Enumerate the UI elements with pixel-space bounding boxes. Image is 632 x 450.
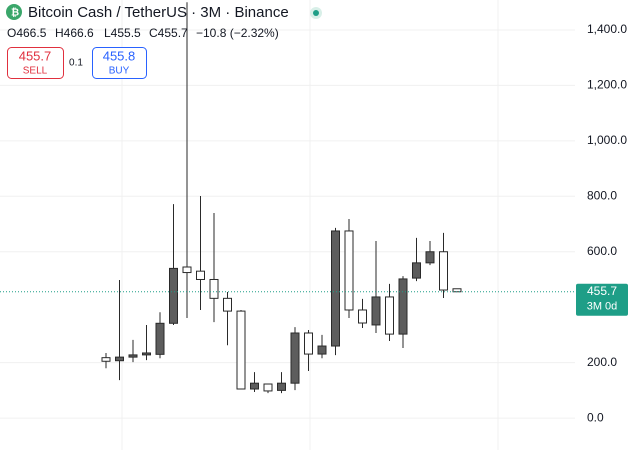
ohlc-value: H466.6 — [55, 26, 94, 40]
candle-body — [439, 251, 448, 291]
y-tick-label: 1,400.0 — [587, 22, 627, 36]
last-price-label: 455.7 — [587, 284, 617, 298]
candle-body — [277, 382, 286, 391]
y-tick-label: 0.0 — [587, 410, 604, 424]
candle-body — [304, 332, 313, 355]
spread: 0.1 — [69, 58, 83, 69]
sell-button[interactable] — [7, 47, 64, 79]
candle-body — [196, 270, 205, 280]
candle-body — [385, 296, 394, 335]
ohlc-value: −10.8 (−2.32%) — [196, 26, 279, 40]
candle-body — [209, 278, 219, 299]
last-price-sublabel: 3M 0d — [587, 301, 618, 313]
ohlc-value: L455.5 — [104, 26, 141, 40]
y-tick-label: 1,000.0 — [587, 133, 627, 147]
candle-body — [236, 310, 246, 390]
candle-body — [182, 266, 192, 274]
buy-label: BUY — [109, 66, 130, 77]
candle-body — [115, 356, 124, 362]
candle-body — [223, 297, 232, 312]
last-price-box — [576, 283, 628, 316]
candle-body — [398, 278, 408, 335]
sell-price: 455.7 — [19, 48, 52, 63]
candle-body — [263, 383, 273, 392]
candle-body — [412, 262, 421, 279]
candle-body — [128, 354, 138, 358]
status-dot-inner — [313, 10, 319, 16]
candle-body — [371, 296, 381, 326]
candle-body — [331, 230, 340, 347]
sell-label: SELL — [23, 66, 48, 77]
y-tick-label: 600.0 — [587, 244, 617, 258]
candle-body — [317, 345, 327, 355]
buy-price: 455.8 — [103, 48, 136, 63]
y-tick-label: 1,200.0 — [587, 78, 627, 92]
candle-body — [250, 382, 259, 390]
candle-body — [101, 357, 111, 362]
candle-body — [344, 230, 354, 311]
candle-body — [290, 332, 300, 384]
y-tick-label: 800.0 — [587, 188, 617, 202]
y-tick-label: 200.0 — [587, 355, 617, 369]
coin-glyph: ₿ — [11, 7, 19, 19]
coin-icon — [6, 4, 22, 20]
title: Bitcoin Cash / TetherUS · 3M · Binance — [28, 4, 289, 21]
plot — [0, 2, 575, 419]
buy-button[interactable] — [92, 47, 147, 79]
ohlc-value: C455.7 — [149, 26, 188, 40]
ohlc: O466.5 H466.6 L455.5 C455.7 −10.8 (−2.32%) — [7, 26, 279, 40]
candle-body — [169, 267, 178, 324]
candle-body — [358, 309, 367, 324]
candle-body — [142, 352, 151, 356]
candle-body — [155, 322, 165, 355]
ohlc-value: O466.5 — [7, 26, 47, 40]
candle-body — [425, 251, 435, 264]
